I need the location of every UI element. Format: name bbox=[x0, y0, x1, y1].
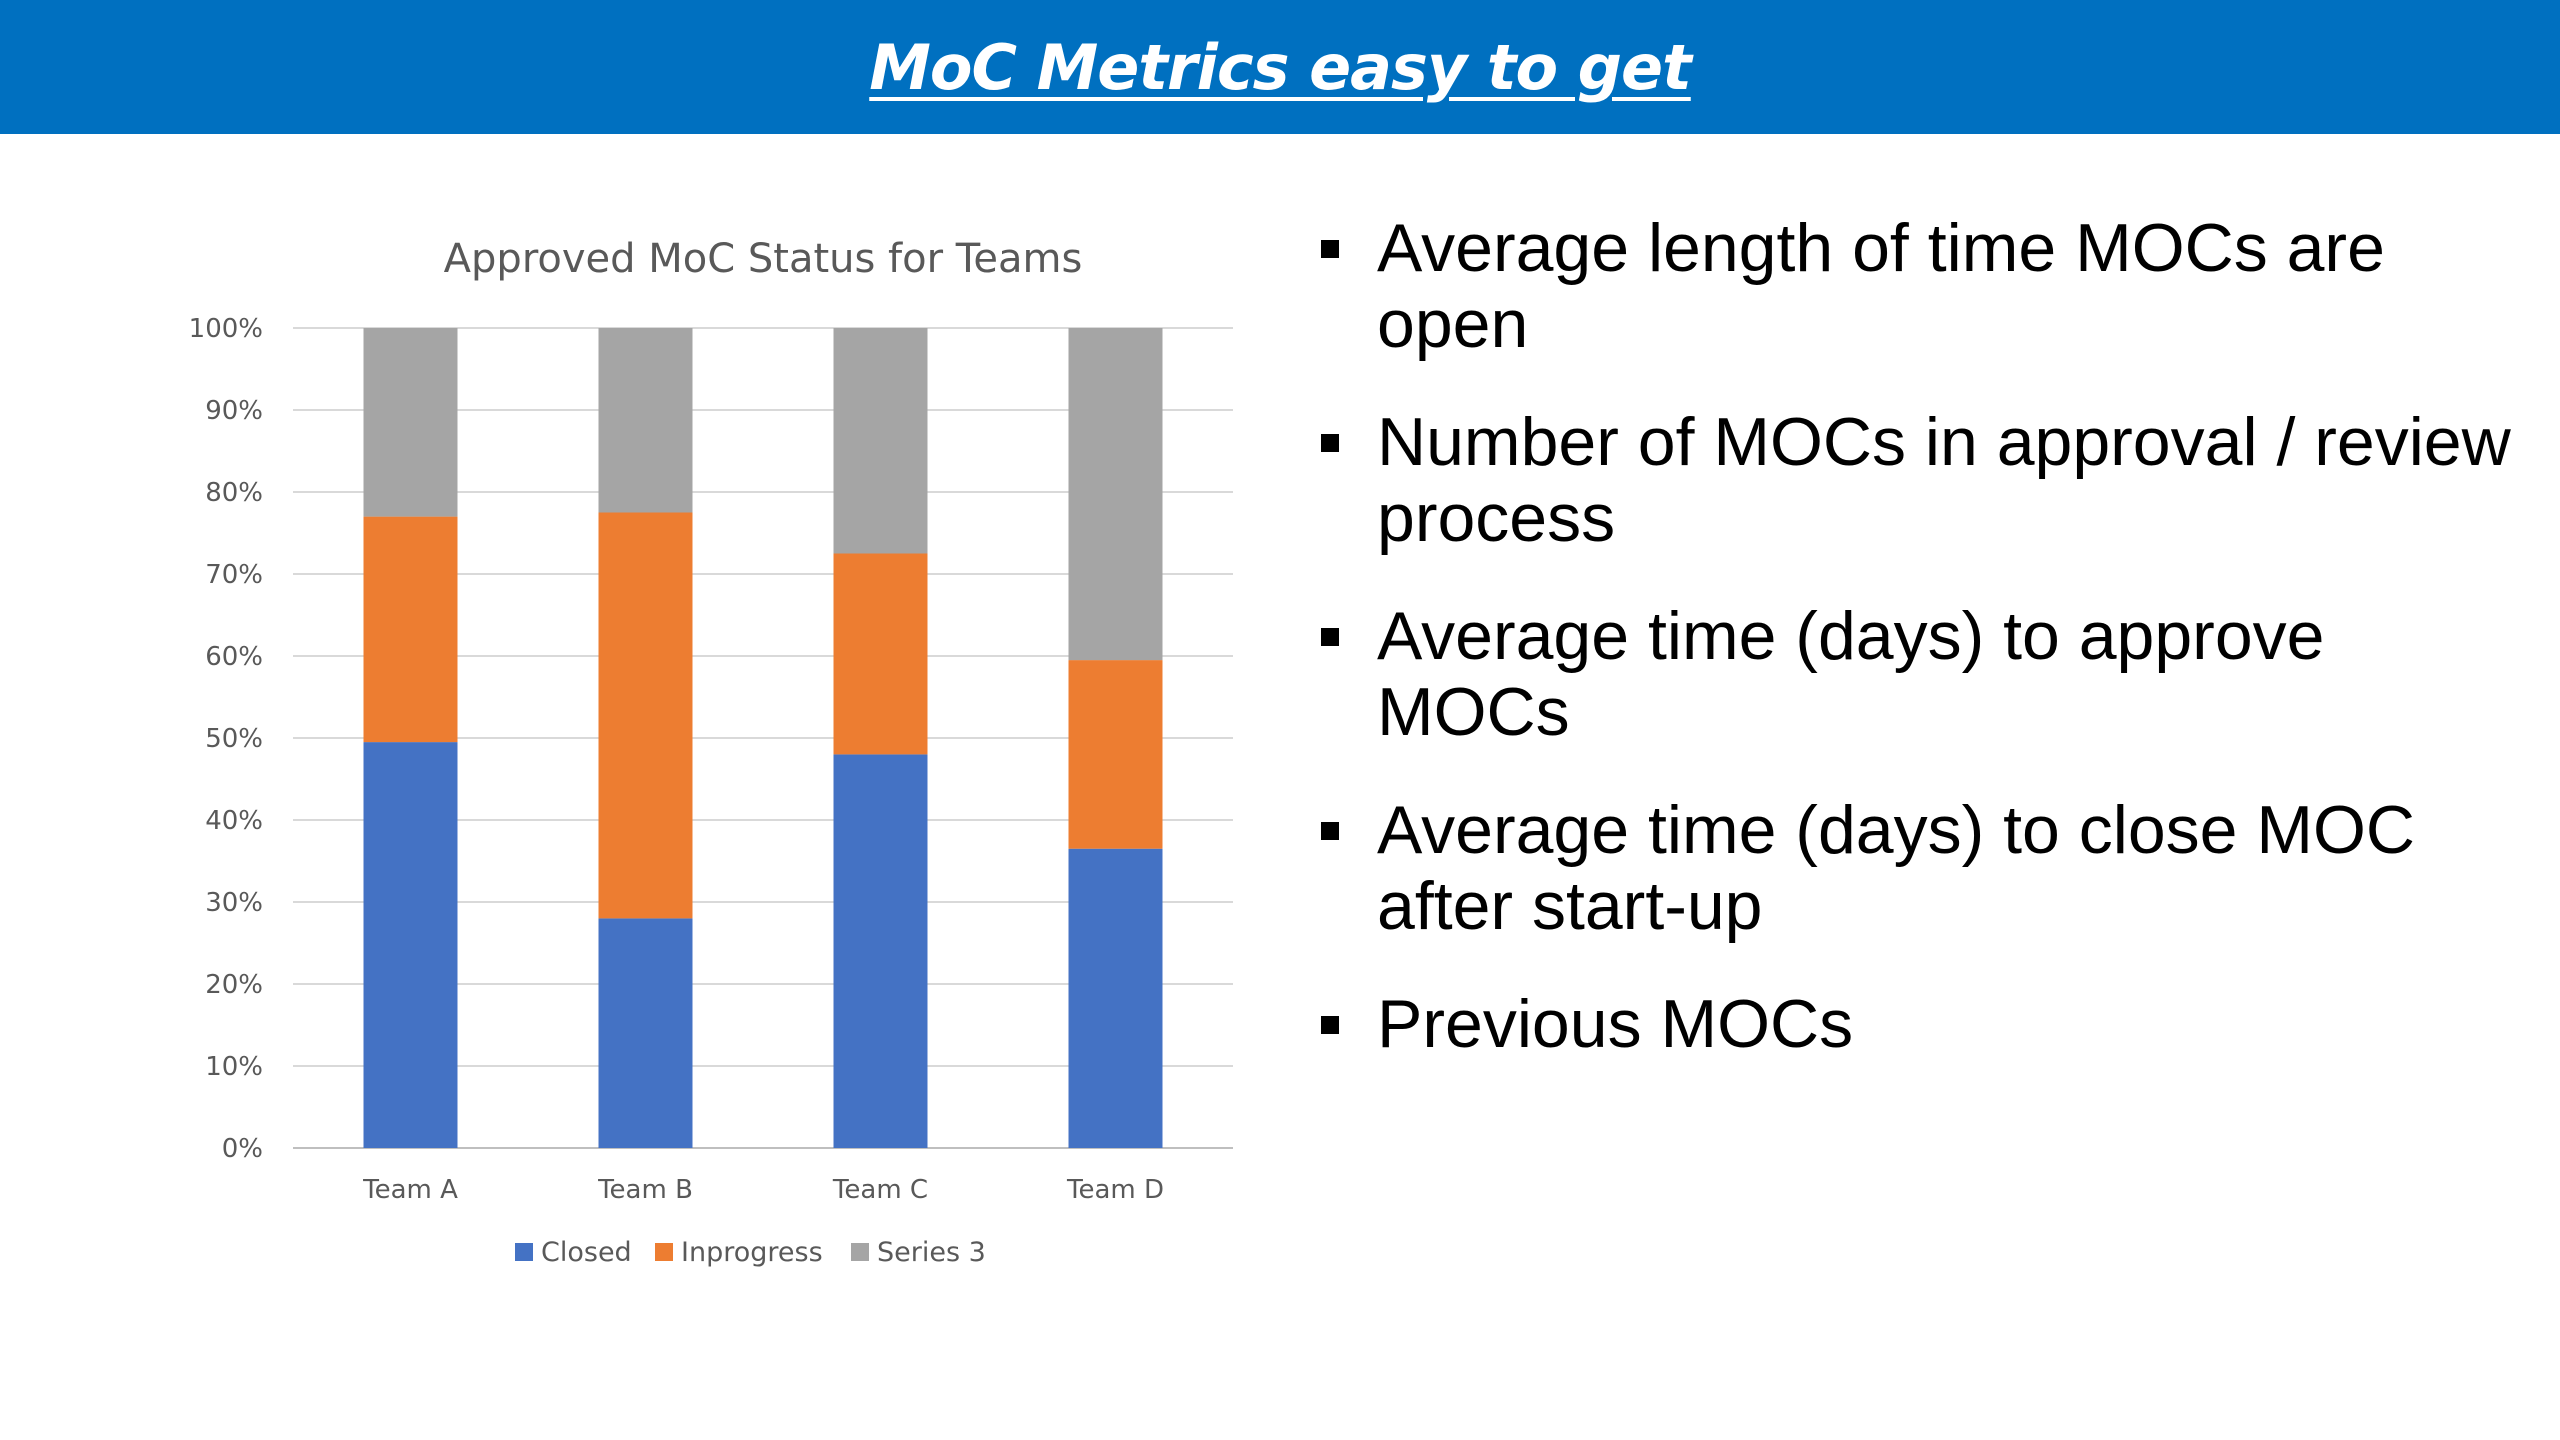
x-tick-label: Team A bbox=[362, 1175, 458, 1205]
y-tick-label: 30% bbox=[205, 888, 263, 918]
bar-segment bbox=[363, 328, 458, 517]
bar-segment bbox=[598, 328, 693, 513]
bar-segment bbox=[1068, 328, 1163, 661]
bar-segment bbox=[833, 328, 928, 554]
slide-title: MoC Metrics easy to get bbox=[869, 30, 1692, 104]
bar-segment bbox=[1068, 660, 1163, 849]
title-banner: MoC Metrics easy to get bbox=[0, 0, 2560, 134]
legend-label: Inprogress bbox=[681, 1237, 823, 1268]
square-bullet-icon bbox=[1321, 1016, 1339, 1034]
legend-label: Series 3 bbox=[877, 1237, 986, 1268]
bullet-item: Average length of time MOCs are open bbox=[1315, 210, 2515, 362]
bullet-text: Average time (days) to close MOC after s… bbox=[1377, 792, 2415, 944]
bar-segment bbox=[1068, 848, 1163, 1148]
y-tick-label: 60% bbox=[205, 642, 263, 672]
bullet-text: Average length of time MOCs are open bbox=[1377, 210, 2385, 362]
bar-segment bbox=[833, 754, 928, 1148]
y-tick-label: 50% bbox=[205, 724, 263, 754]
y-tick-label: 40% bbox=[205, 806, 263, 836]
x-tick-label: Team B bbox=[597, 1175, 693, 1205]
y-tick-label: 100% bbox=[189, 314, 263, 344]
y-tick-label: 80% bbox=[205, 478, 263, 508]
legend-swatch bbox=[515, 1243, 533, 1261]
bar-segment bbox=[833, 553, 928, 755]
legend-swatch bbox=[851, 1243, 869, 1261]
y-tick-label: 0% bbox=[222, 1134, 263, 1164]
bar-segment bbox=[598, 512, 693, 919]
square-bullet-icon bbox=[1321, 822, 1339, 840]
bullet-item: Average time (days) to approve MOCs bbox=[1315, 598, 2515, 750]
legend-swatch bbox=[655, 1243, 673, 1261]
bullet-item: Previous MOCs bbox=[1315, 986, 2515, 1062]
chart-title: Approved MoC Status for Teams bbox=[444, 236, 1083, 282]
bullet-item: Number of MOCs in approval / review proc… bbox=[1315, 404, 2515, 556]
stacked-bar-chart: Approved MoC Status for Teams 0% 10% 20% 30%… bbox=[160, 200, 1260, 1300]
bullet-text: Previous MOCs bbox=[1377, 986, 1854, 1062]
y-tick-label: 90% bbox=[205, 396, 263, 426]
x-tick-label: Team D bbox=[1066, 1175, 1164, 1205]
bar-segment bbox=[598, 918, 693, 1148]
chart-svg: Approved MoC Status for Teams 0% 10% 20% 30%… bbox=[189, 236, 1233, 1268]
y-tick-label: 70% bbox=[205, 560, 263, 590]
bullet-text: Average time (days) to approve MOCs bbox=[1377, 598, 2325, 750]
legend-label: Closed bbox=[541, 1237, 632, 1268]
bullet-list: Average length of time MOCs are open Num… bbox=[1315, 210, 2515, 1104]
square-bullet-icon bbox=[1321, 628, 1339, 646]
bar-segment bbox=[363, 742, 458, 1148]
bullet-text: Number of MOCs in approval / review proc… bbox=[1377, 404, 2511, 556]
x-tick-label: Team C bbox=[832, 1175, 928, 1205]
square-bullet-icon bbox=[1321, 434, 1339, 452]
bar-segment bbox=[363, 516, 458, 743]
bullet-item: Average time (days) to close MOC after s… bbox=[1315, 792, 2515, 944]
y-tick-label: 20% bbox=[205, 970, 263, 1000]
square-bullet-icon bbox=[1321, 240, 1339, 258]
y-tick-label: 10% bbox=[205, 1052, 263, 1082]
